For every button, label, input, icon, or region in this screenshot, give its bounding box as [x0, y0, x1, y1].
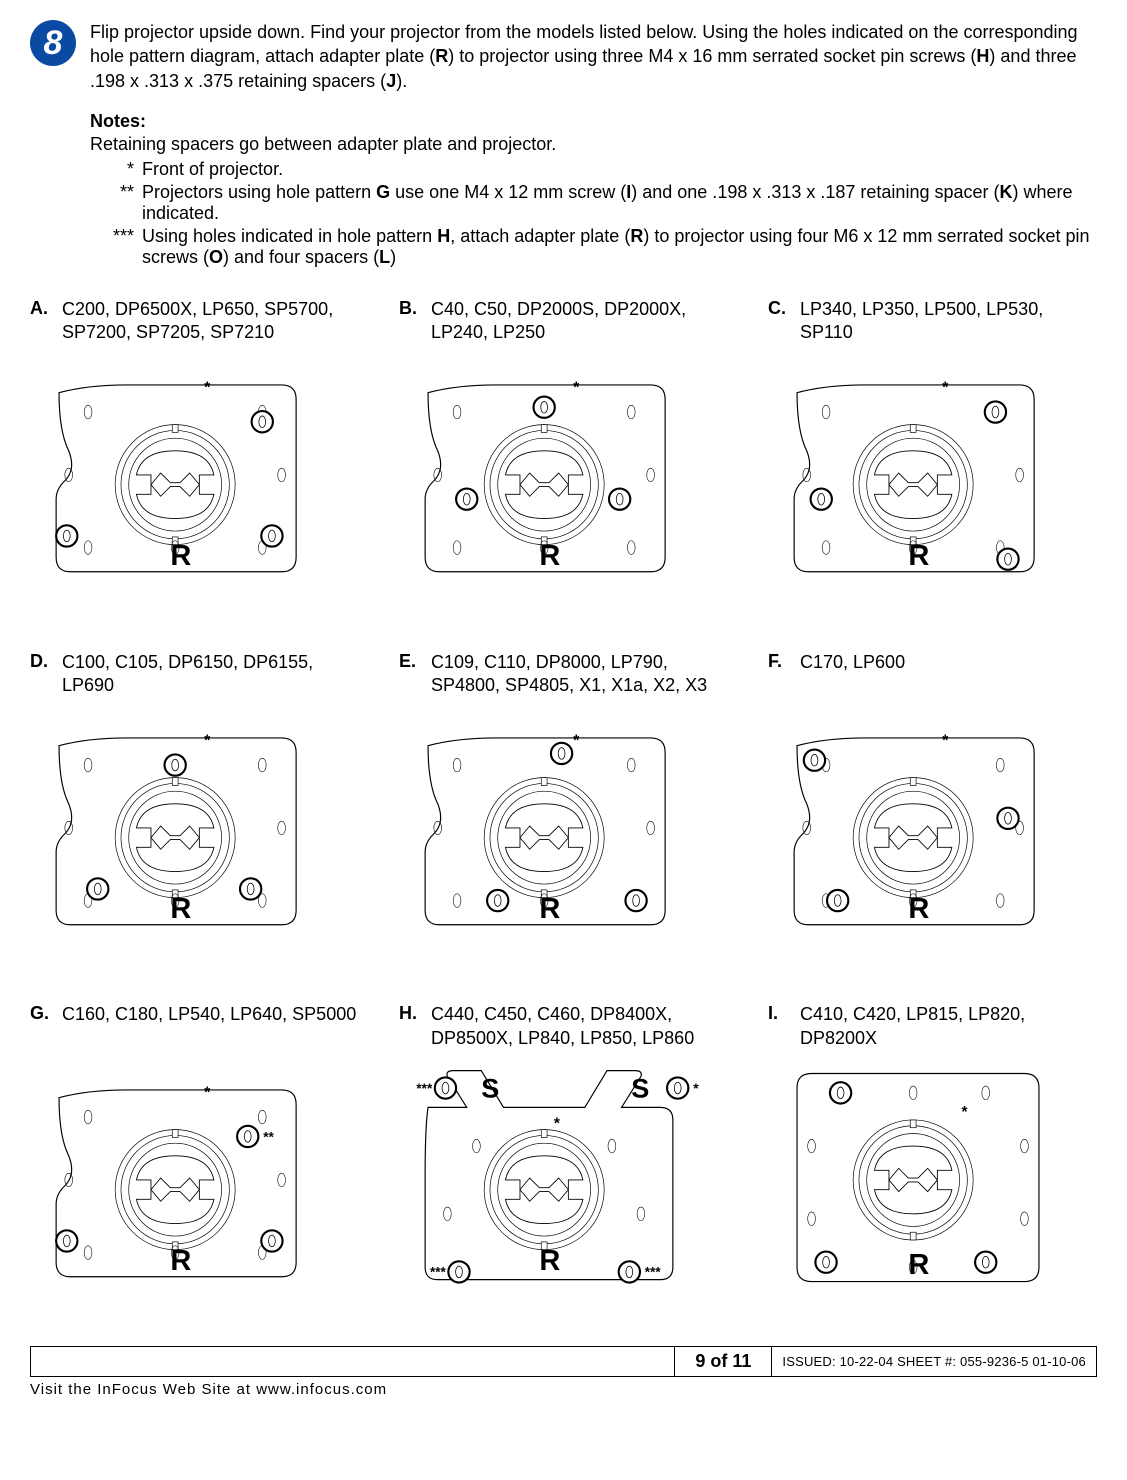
svg-text:*: *	[573, 732, 579, 749]
plate-wrapper: ***R	[30, 1059, 359, 1316]
pattern-cell: F.C170, LP600*R	[768, 651, 1097, 964]
svg-text:*: *	[204, 380, 210, 397]
pattern-letter: A.	[30, 298, 54, 346]
pattern-models: C109, C110, DP8000, LP790, SP4800, SP480…	[431, 651, 728, 699]
pattern-cell: E.C109, C110, DP8000, LP790, SP4800, SP4…	[399, 651, 728, 964]
pattern-models: C100, C105, DP6150, DP6155, LP690	[62, 651, 359, 699]
note-row: *Front of projector.	[90, 159, 1097, 180]
svg-text:R: R	[539, 1245, 560, 1277]
pattern-models: C170, LP600	[800, 651, 1097, 699]
svg-text:S: S	[481, 1073, 499, 1104]
plate-wrapper: *R	[399, 707, 728, 964]
svg-text:*: *	[204, 1085, 210, 1102]
svg-text:R: R	[539, 892, 560, 924]
svg-text:***: ***	[645, 1265, 662, 1280]
note-asterisk: *	[90, 159, 142, 180]
note-asterisk: **	[90, 182, 142, 224]
plate-wrapper: *R	[30, 354, 359, 611]
svg-text:S: S	[631, 1073, 649, 1104]
plate-wrapper: *R	[30, 707, 359, 964]
pattern-models: C160, C180, LP540, LP640, SP5000	[62, 1003, 359, 1051]
pattern-models: LP340, LP350, LP500, LP530, SP110	[800, 298, 1097, 346]
pattern-letter: D.	[30, 651, 54, 699]
plate-diagram: ***R	[30, 1059, 330, 1311]
note-row: **Projectors using hole pattern G use on…	[90, 182, 1097, 224]
pattern-models: C40, C50, DP2000S, DP2000X, LP240, LP250	[431, 298, 728, 346]
step-header: 8 Flip projector upside down. Find your …	[30, 20, 1097, 93]
pattern-letter: C.	[768, 298, 792, 346]
issued-line: ISSUED: 10-22-04 SHEET #: 055-9236-5 01-…	[772, 1350, 1096, 1373]
svg-text:R: R	[908, 892, 929, 924]
pattern-letter: F.	[768, 651, 792, 699]
plate-diagram: *R	[399, 707, 699, 959]
svg-text:*: *	[573, 380, 579, 397]
svg-text:*: *	[554, 1116, 560, 1133]
pattern-models: C440, C450, C460, DP8400X, DP8500X, LP84…	[431, 1003, 728, 1051]
svg-text:*: *	[204, 732, 210, 749]
visit-line: Visit the InFocus Web Site at www.infocu…	[30, 1381, 1097, 1398]
step-number-badge: 8	[30, 20, 76, 66]
pattern-cell: H.C440, C450, C460, DP8400X, DP8500X, LP…	[399, 1003, 728, 1316]
svg-text:R: R	[908, 540, 929, 572]
svg-text:R: R	[170, 1245, 191, 1277]
pattern-cell: B.C40, C50, DP2000S, DP2000X, LP240, LP2…	[399, 298, 728, 611]
plate-diagram: *R	[768, 354, 1068, 606]
svg-text:***: ***	[416, 1081, 433, 1096]
note-asterisk: ***	[90, 226, 142, 268]
svg-text:**: **	[263, 1129, 274, 1144]
pattern-models: C410, C420, LP815, LP820, DP8200X	[800, 1003, 1097, 1051]
svg-text:R: R	[170, 540, 191, 572]
notes-lead: Retaining spacers go between adapter pla…	[90, 134, 1097, 155]
plate-wrapper: *R	[399, 354, 728, 611]
notes-heading: Notes:	[90, 111, 1097, 132]
svg-text:R: R	[908, 1249, 929, 1281]
plate-diagram: *R	[30, 707, 330, 959]
main-instruction: Flip projector upside down. Find your pr…	[90, 20, 1097, 93]
svg-text:*: *	[942, 732, 948, 749]
plate-diagram: *R	[399, 354, 699, 606]
svg-text:***: ***	[693, 1081, 699, 1096]
pattern-cell: I.C410, C420, LP815, LP820, DP8200X*R	[768, 1003, 1097, 1316]
pattern-letter: E.	[399, 651, 423, 699]
plate-diagram: *R	[768, 1059, 1068, 1311]
plate-diagram: *R	[768, 707, 1068, 959]
pattern-letter: H.	[399, 1003, 423, 1051]
pattern-cell: A.C200, DP6500X, LP650, SP5700, SP7200, …	[30, 298, 359, 611]
page-footer: 9 of 11 ISSUED: 10-22-04 SHEET #: 055-92…	[30, 1346, 1097, 1377]
svg-text:R: R	[170, 892, 191, 924]
svg-text:R: R	[539, 540, 560, 572]
plate-wrapper: *R	[768, 354, 1097, 611]
pattern-cell: G.C160, C180, LP540, LP640, SP5000***R	[30, 1003, 359, 1316]
plate-diagram: *R	[30, 354, 330, 606]
svg-text:*: *	[962, 1104, 968, 1121]
pattern-letter: B.	[399, 298, 423, 346]
plate-wrapper: *R	[768, 707, 1097, 964]
note-text: Using holes indicated in hole pattern H,…	[142, 226, 1097, 268]
plate-wrapper: *R	[768, 1059, 1097, 1316]
plate-wrapper: *************RSS	[399, 1059, 728, 1316]
page-number: 9 of 11	[674, 1347, 772, 1376]
notes-list: *Front of projector.**Projectors using h…	[90, 159, 1097, 268]
plate-diagram: *************RSS	[399, 1059, 699, 1311]
svg-text:***: ***	[430, 1265, 447, 1280]
pattern-letter: G.	[30, 1003, 54, 1051]
note-text: Front of projector.	[142, 159, 1097, 180]
svg-text:*: *	[942, 380, 948, 397]
note-row: ***Using holes indicated in hole pattern…	[90, 226, 1097, 268]
pattern-models: C200, DP6500X, LP650, SP5700, SP7200, SP…	[62, 298, 359, 346]
pattern-letter: I.	[768, 1003, 792, 1051]
pattern-cell: D.C100, C105, DP6150, DP6155, LP690*R	[30, 651, 359, 964]
note-text: Projectors using hole pattern G use one …	[142, 182, 1097, 224]
pattern-grid: A.C200, DP6500X, LP650, SP5700, SP7200, …	[30, 298, 1097, 1316]
pattern-cell: C.LP340, LP350, LP500, LP530, SP110*R	[768, 298, 1097, 611]
